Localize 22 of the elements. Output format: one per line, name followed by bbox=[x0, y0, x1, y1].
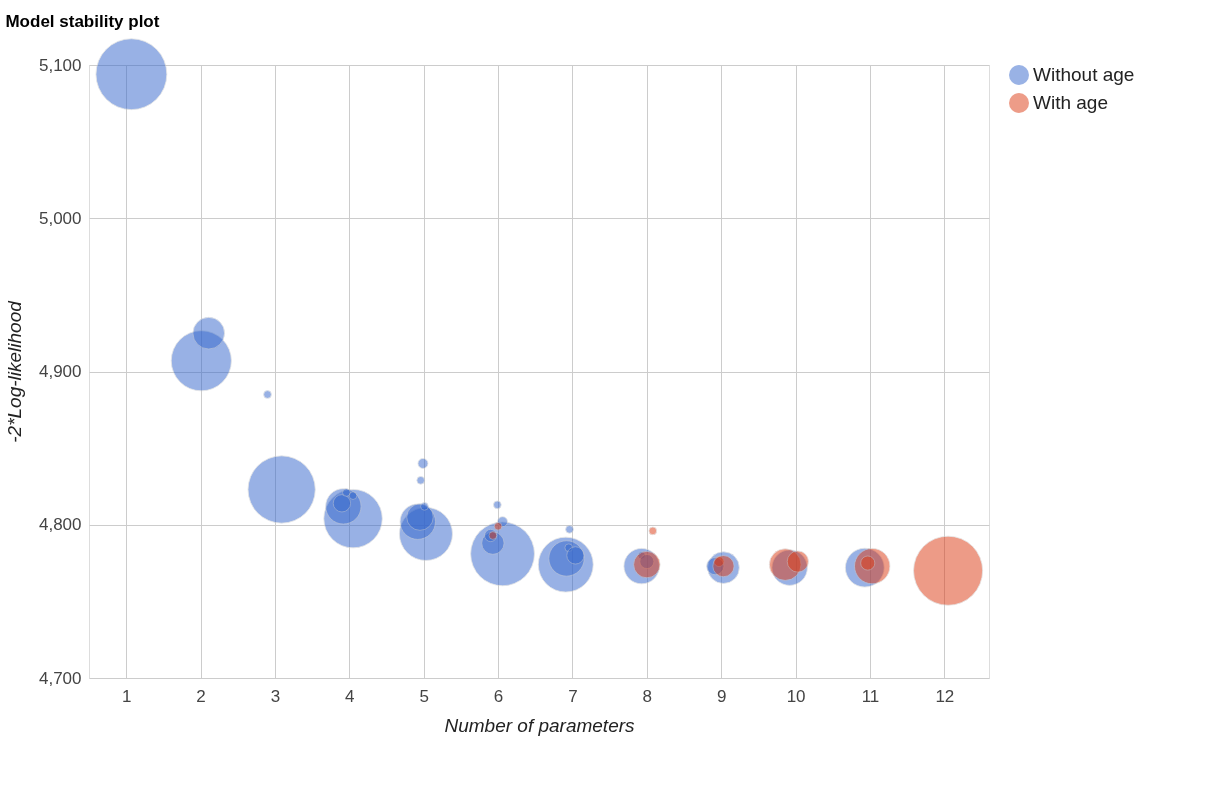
x-axis-title: Number of parameters bbox=[444, 714, 636, 736]
y-tick-label: 4,900 bbox=[38, 362, 82, 381]
y-tick-label: 5,000 bbox=[38, 208, 82, 228]
x-tick-label: 6 bbox=[493, 686, 504, 706]
chart-title: Model stability plot bbox=[5, 11, 160, 31]
x-tick-label: 4 bbox=[345, 686, 355, 706]
x-tick-label: 7 bbox=[568, 686, 578, 706]
x-tick-label: 2 bbox=[196, 686, 206, 706]
x-tick-label: 10 bbox=[786, 686, 806, 706]
x-tick-label: 3 bbox=[270, 686, 281, 706]
legend-label: With age bbox=[1033, 92, 1108, 113]
x-tick-label: 1 bbox=[121, 686, 132, 706]
x-tick-label: 8 bbox=[642, 686, 653, 706]
y-tick-label: 5,100 bbox=[38, 55, 82, 75]
x-tick-label: 12 bbox=[935, 686, 955, 706]
x-tick-label: 9 bbox=[717, 686, 727, 706]
legend-label: Without age bbox=[1033, 64, 1135, 85]
y-axis-title: -2*Log-likelihood bbox=[3, 299, 25, 443]
x-tick-label: 11 bbox=[861, 686, 880, 706]
y-tick-label: 4,800 bbox=[38, 515, 82, 535]
x-tick-label: 5 bbox=[419, 686, 429, 706]
y-tick-label: 4,700 bbox=[38, 668, 82, 688]
